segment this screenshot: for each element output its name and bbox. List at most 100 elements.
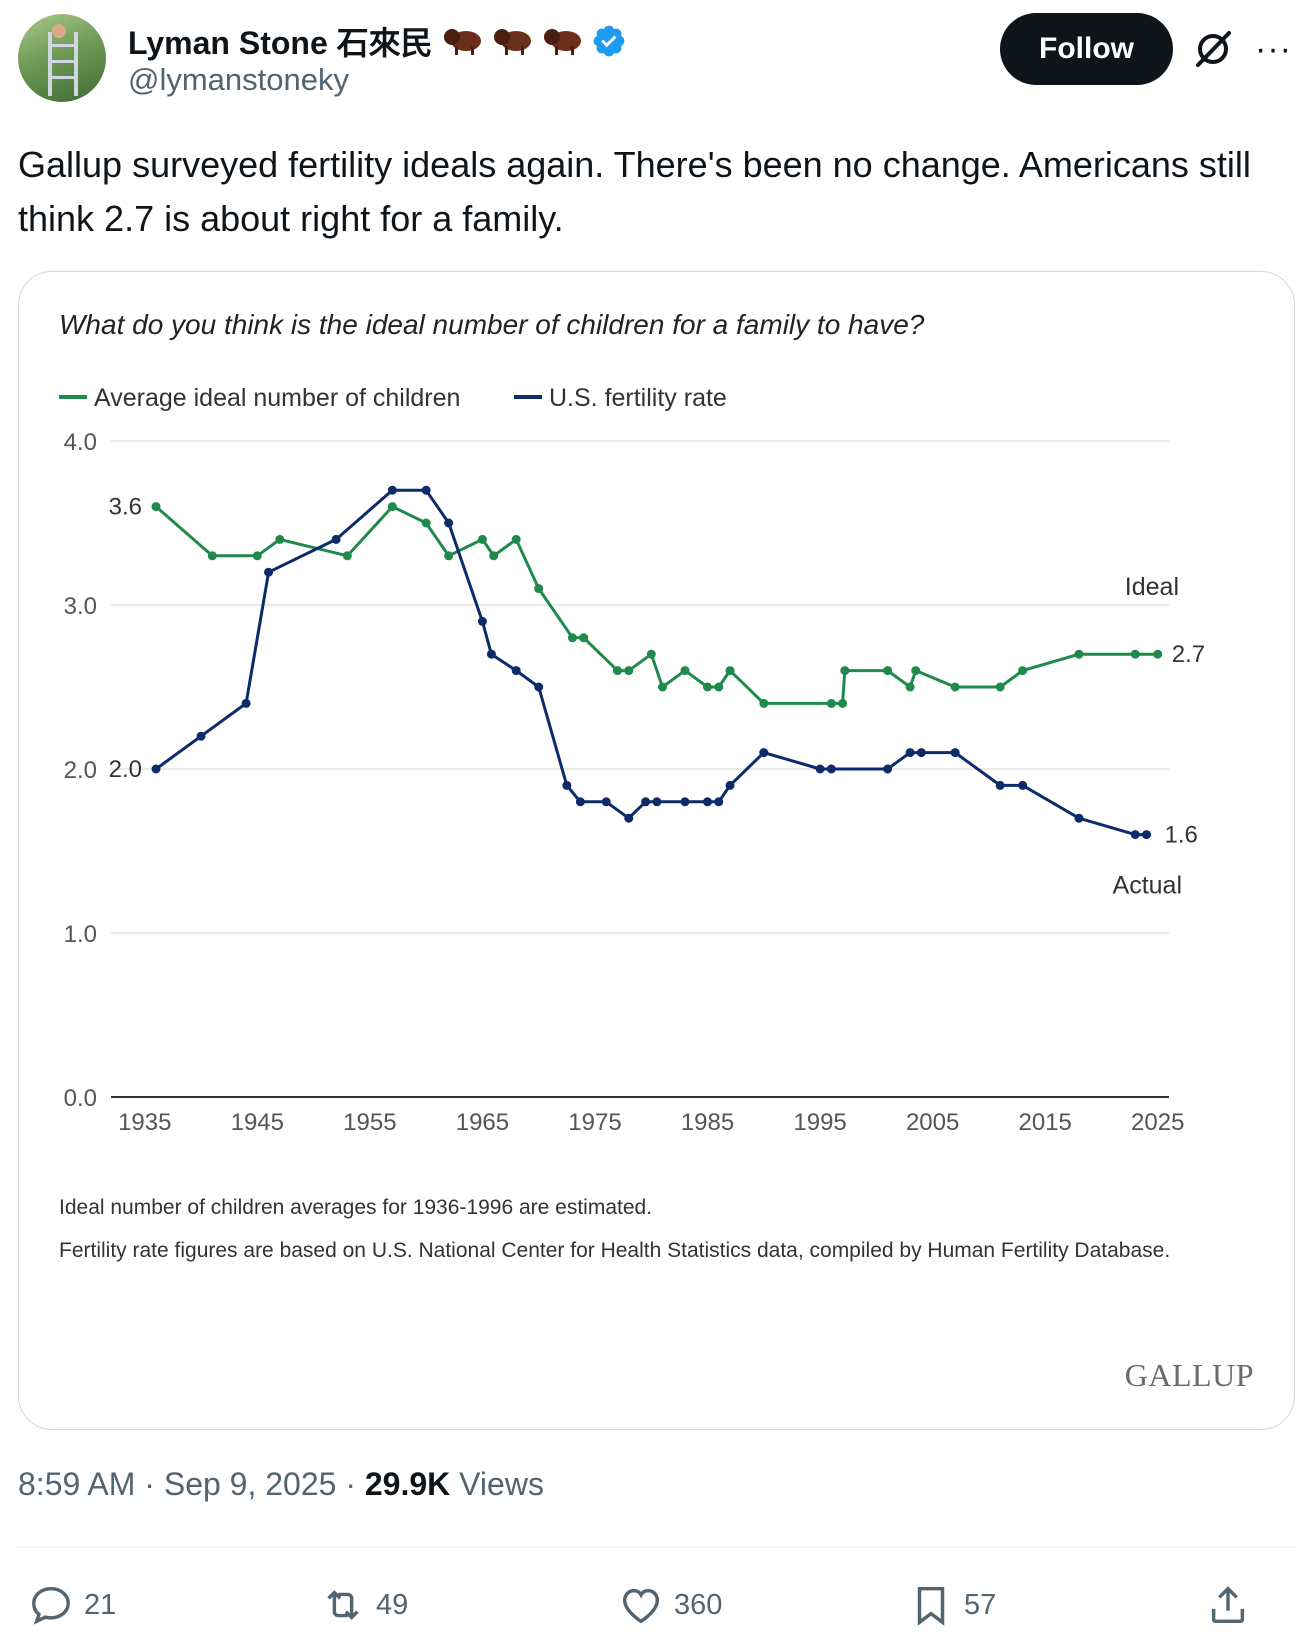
ideal-data-point <box>207 551 217 561</box>
author-name-row[interactable]: Lyman Stone 石來民 <box>128 18 627 64</box>
ideal-data-point <box>624 666 634 676</box>
repost-button[interactable]: 49 <box>320 1580 408 1630</box>
fertility-chart: What do you think is the ideal number of… <box>59 309 1205 1262</box>
actual-data-point <box>1018 780 1028 790</box>
ideal-data-point <box>612 666 622 676</box>
y-tick-label: 2.0 <box>64 757 97 784</box>
gallup-logo: GALLUP <box>1124 1357 1254 1393</box>
author-display-name[interactable]: Lyman Stone 石來民 <box>128 25 433 61</box>
ideal-data-point <box>905 682 915 692</box>
actual-data-point <box>486 649 496 659</box>
reply-count: 21 <box>84 1588 117 1621</box>
repost-count: 49 <box>376 1588 409 1621</box>
actual-end-label: 1.6 <box>1164 822 1197 849</box>
ideal-data-point <box>838 698 848 708</box>
ideal-data-point <box>714 682 724 692</box>
share-icon <box>1211 1586 1245 1624</box>
x-tick-label: 1945 <box>231 1109 284 1136</box>
actual-data-point <box>652 797 662 807</box>
meta-separator: · <box>345 1466 365 1502</box>
chart-title: What do you think is the ideal number of… <box>59 309 925 340</box>
bison-emoji-icon <box>543 29 581 55</box>
legend-ideal-label: Average ideal number of children <box>94 384 460 412</box>
reply-icon <box>32 1586 70 1625</box>
bookmark-button[interactable]: 57 <box>908 1580 996 1630</box>
reply-button[interactable]: 21 <box>28 1580 116 1630</box>
x-tick-label: 1985 <box>681 1109 734 1136</box>
views-count: 29.9K <box>364 1466 451 1502</box>
actual-data-point <box>601 797 611 807</box>
x-tick-label: 1975 <box>568 1109 621 1136</box>
y-tick-label: 0.0 <box>64 1085 97 1112</box>
actual-data-point <box>826 764 836 774</box>
y-tick-label: 4.0 <box>64 429 97 456</box>
tweet-date[interactable]: Sep 9, 2025 <box>163 1466 337 1502</box>
ideal-data-point <box>840 666 850 676</box>
ideal-data-point <box>444 551 454 561</box>
ideal-data-point <box>387 502 397 512</box>
ideal-data-point <box>567 633 577 643</box>
actual-data-point <box>511 666 521 676</box>
x-tick-label: 1995 <box>793 1109 846 1136</box>
avatar[interactable] <box>18 14 106 102</box>
actual-data-point <box>703 797 713 807</box>
ideal-data-point <box>579 633 589 643</box>
ideal-data-point <box>1018 666 1028 676</box>
x-tick-label: 2005 <box>906 1109 959 1136</box>
ideal-data-point <box>275 534 285 544</box>
ideal-data-point <box>342 551 352 561</box>
ideal-data-point <box>1153 649 1163 659</box>
ideal-end-label: 2.7 <box>1172 641 1205 668</box>
x-tick-label: 1965 <box>456 1109 509 1136</box>
actual-data-point <box>444 518 454 528</box>
ideal-start-label: 3.6 <box>109 494 142 521</box>
chart-note-source: Fertility rate figures are based on U.S.… <box>59 1240 1171 1262</box>
legend-actual-label: U.S. fertility rate <box>549 384 727 412</box>
ideal-data-point <box>511 534 521 544</box>
ideal-data-point <box>759 698 769 708</box>
ideal-data-point <box>658 682 668 692</box>
tweet-time[interactable]: 8:59 AM <box>18 1466 136 1502</box>
avatar-person-graphic <box>52 24 66 38</box>
actual-series-tag: Actual <box>1113 872 1182 900</box>
actual-data-point <box>950 748 960 758</box>
ideal-series-tag: Ideal <box>1125 573 1179 601</box>
ideal-data-point <box>826 698 836 708</box>
actual-series-line <box>155 488 1147 837</box>
ideal-data-point <box>421 518 431 528</box>
actual-data-point <box>331 534 341 544</box>
share-button[interactable] <box>1205 1580 1251 1630</box>
tweet-meta: 8:59 AM · Sep 9, 2025 · 29.9K Views <box>18 1466 544 1503</box>
actual-data-point <box>1141 830 1151 840</box>
chart-image-card[interactable]: What do you think is the ideal number of… <box>18 271 1295 1430</box>
actual-start-label: 2.0 <box>109 756 142 783</box>
bookmark-count: 57 <box>964 1588 997 1621</box>
ideal-data-point <box>477 534 487 544</box>
actual-data-point <box>883 764 893 774</box>
grok-icon[interactable] <box>1192 28 1234 70</box>
y-tick-label: 3.0 <box>64 593 97 620</box>
avatar-ladder-graphic <box>48 32 78 96</box>
heart-icon <box>622 1588 660 1624</box>
bison-emoji-icon <box>493 29 531 55</box>
actual-data-point <box>916 748 926 758</box>
actual-data-point <box>624 813 634 823</box>
like-count: 360 <box>674 1588 723 1621</box>
actual-data-point <box>1074 813 1084 823</box>
actual-data-point <box>477 616 487 626</box>
like-button[interactable]: 360 <box>618 1580 722 1630</box>
actual-data-point <box>759 748 769 758</box>
verified-badge-icon[interactable] <box>591 23 627 59</box>
more-options-icon[interactable]: ··· <box>1255 30 1292 68</box>
x-tick-label: 1935 <box>118 1109 171 1136</box>
ideal-data-point <box>725 666 735 676</box>
actual-data-point <box>562 780 572 790</box>
author-handle[interactable]: @lymanstoneky <box>128 62 349 97</box>
bookmark-icon <box>917 1586 945 1626</box>
ideal-data-point <box>1074 649 1084 659</box>
actual-data-point <box>725 780 735 790</box>
ideal-data-point <box>151 502 161 512</box>
actual-data-point <box>534 682 544 692</box>
follow-button[interactable]: Follow <box>1000 13 1173 85</box>
actual-data-point <box>387 485 397 495</box>
